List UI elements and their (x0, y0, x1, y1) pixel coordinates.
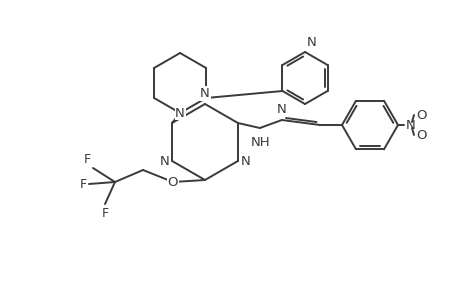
Text: N: N (200, 87, 209, 100)
Text: O: O (415, 109, 425, 122)
Text: N: N (175, 106, 185, 119)
Text: N: N (306, 36, 316, 49)
Text: N: N (276, 103, 286, 116)
Text: F: F (84, 153, 91, 166)
Text: NH: NH (251, 136, 270, 149)
Text: F: F (101, 207, 108, 220)
Text: N: N (405, 118, 415, 131)
Text: N: N (159, 154, 169, 167)
Text: F: F (80, 178, 87, 190)
Text: N: N (241, 154, 250, 167)
Text: O: O (415, 128, 425, 142)
Text: O: O (168, 176, 178, 188)
